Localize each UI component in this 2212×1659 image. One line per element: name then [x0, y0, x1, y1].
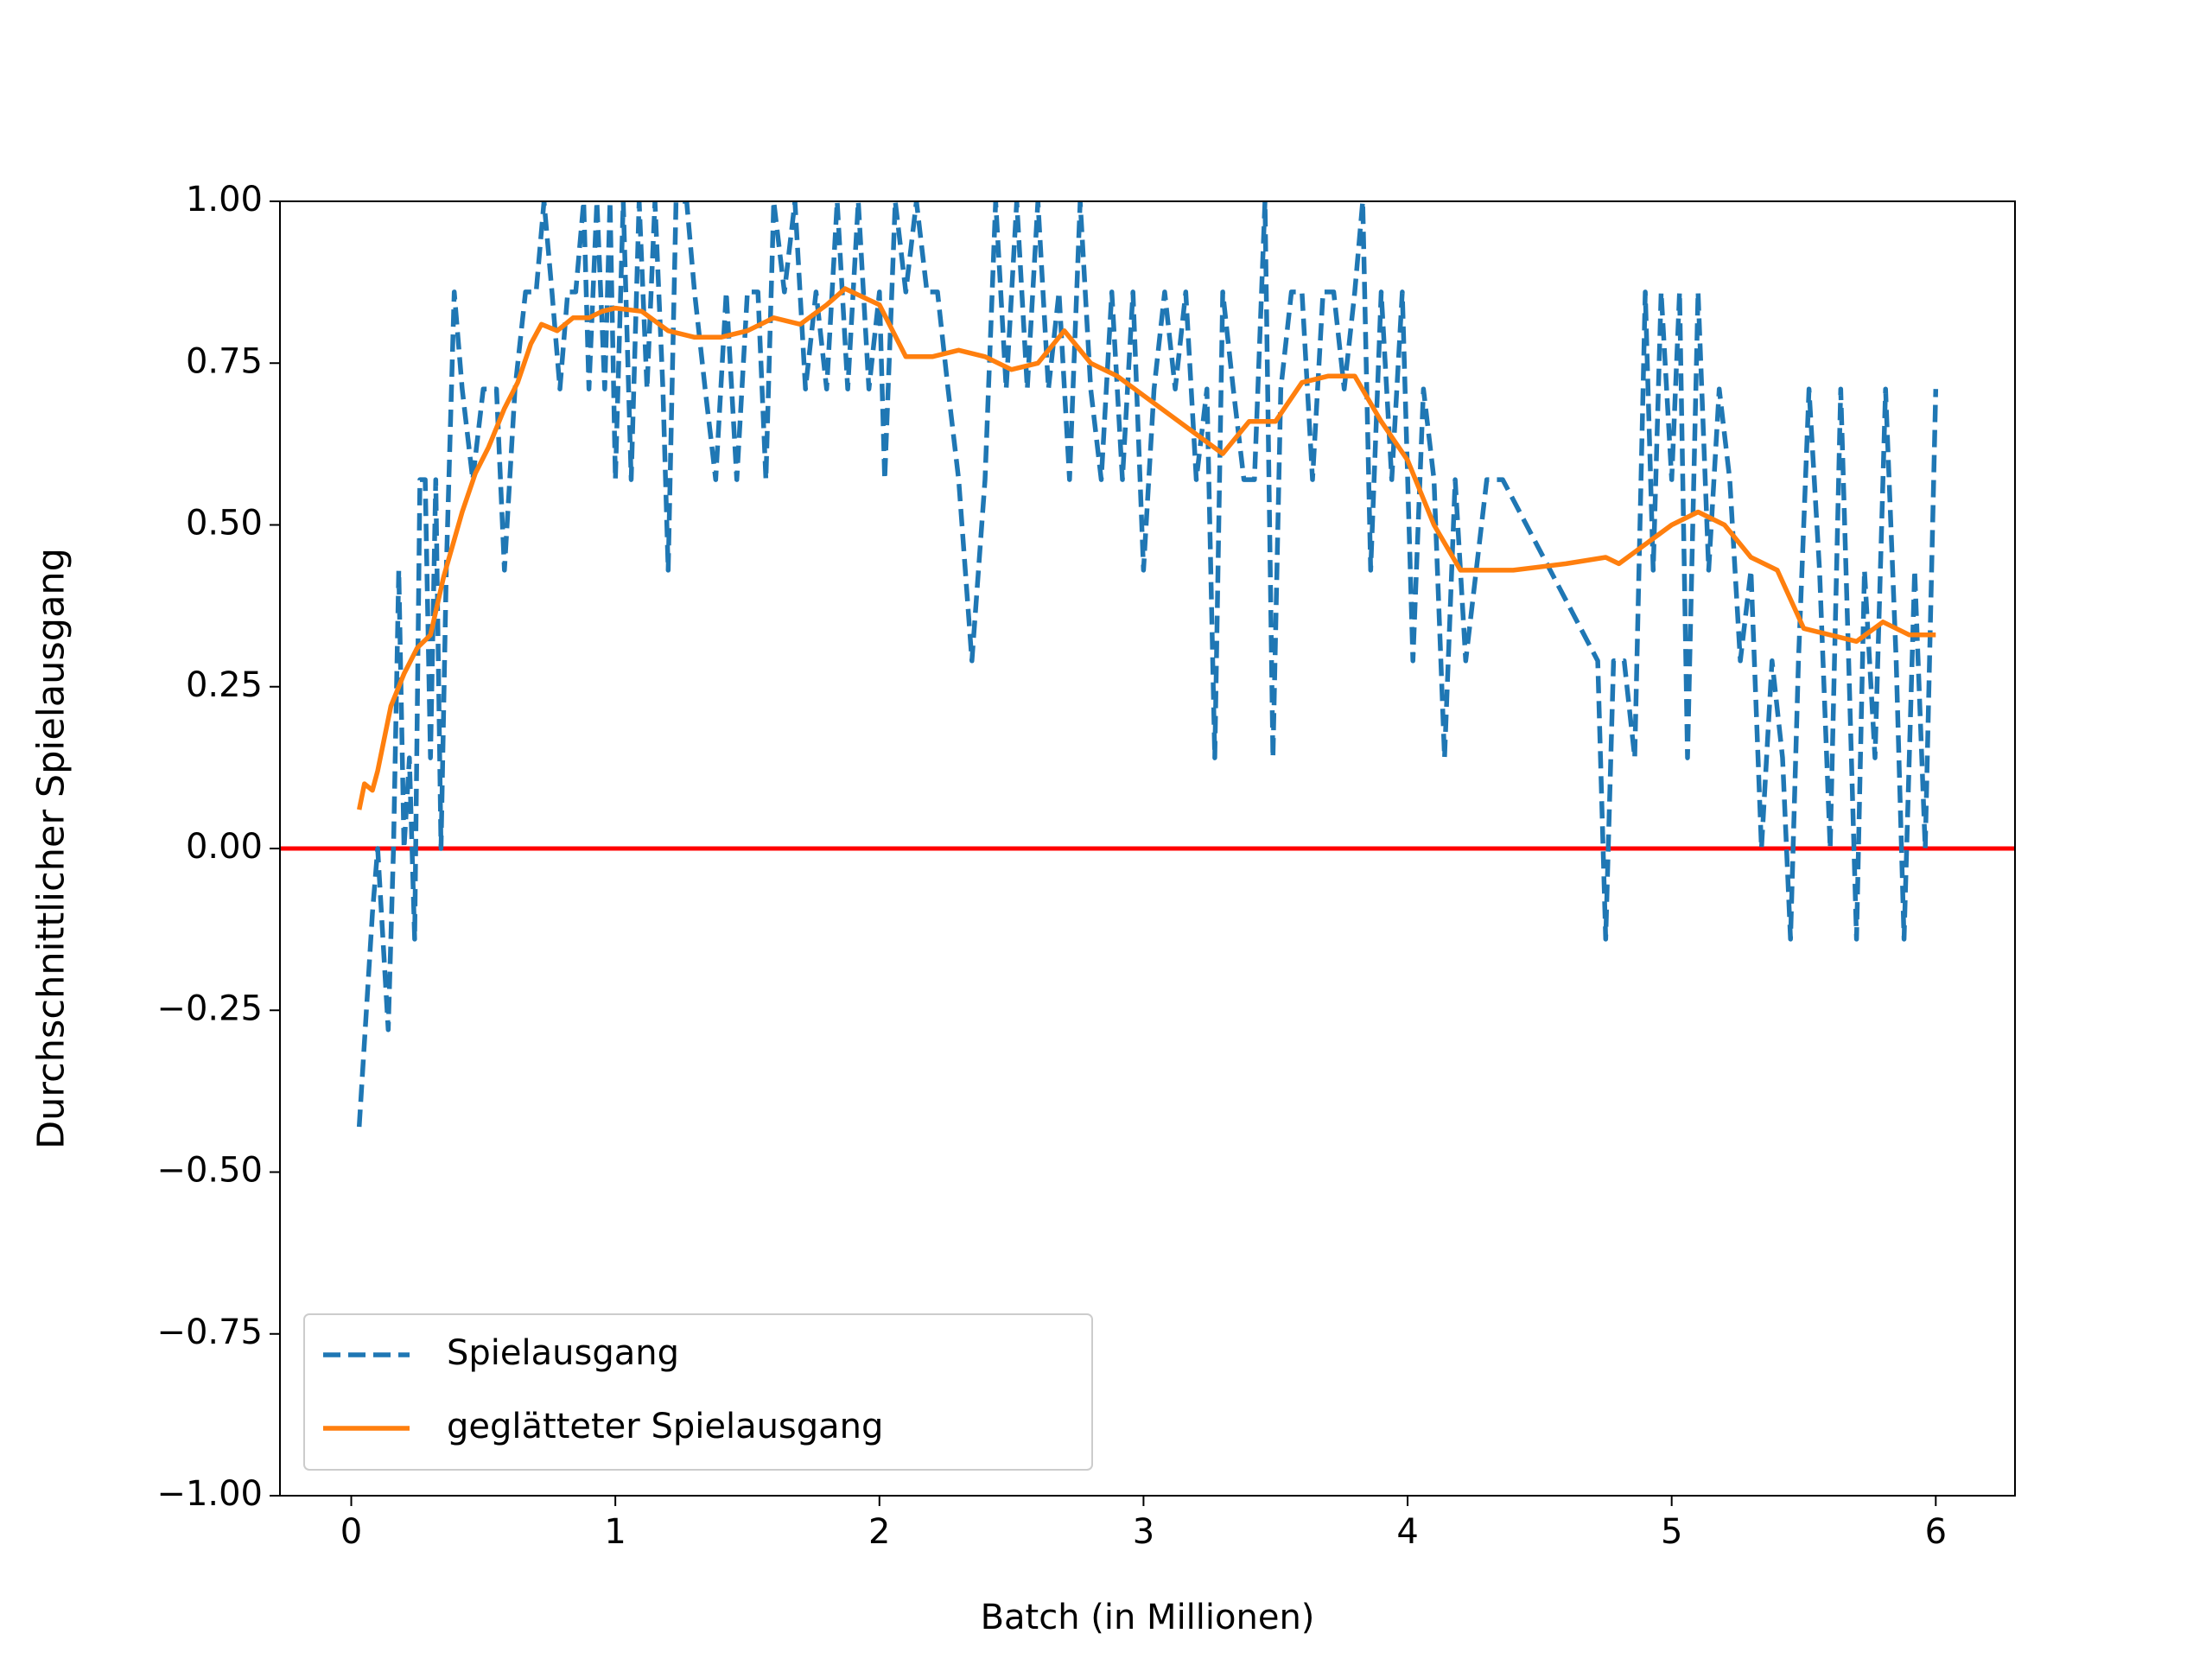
- series-line: [357, 286, 1936, 810]
- x-tick-label: 3: [1133, 1512, 1154, 1552]
- x-tick-label: 1: [604, 1512, 626, 1552]
- x-tick-label: 6: [1925, 1512, 1947, 1552]
- legend-label: geglätteter Spielausgang: [447, 1407, 883, 1446]
- y-tick-label: −1.00: [156, 1474, 263, 1514]
- x-axis-label: Batch (in Millionen): [981, 1598, 1315, 1637]
- series-line: [356, 201, 1939, 1128]
- x-tick-label: 4: [1396, 1512, 1418, 1552]
- x-tick-label: 0: [340, 1512, 362, 1552]
- y-tick-label: −0.50: [156, 1151, 263, 1191]
- y-tick-label: −0.25: [156, 988, 263, 1028]
- y-tick-label: −0.75: [156, 1313, 263, 1352]
- x-tick-label: 5: [1661, 1512, 1682, 1552]
- plot-frame: [279, 200, 2016, 1497]
- legend-box: [303, 1313, 1093, 1471]
- y-tick-label: 0.00: [186, 827, 263, 867]
- y-tick-label: 0.25: [186, 665, 263, 705]
- y-tick-label: 1.00: [186, 180, 263, 219]
- y-tick-label: 0.75: [186, 341, 263, 381]
- y-tick-label: 0.50: [186, 504, 263, 543]
- y-axis-label: Durchschnittlicher Spielausgang: [30, 548, 73, 1149]
- legend-label: Spielausgang: [447, 1333, 679, 1373]
- x-tick-label: 2: [868, 1512, 890, 1552]
